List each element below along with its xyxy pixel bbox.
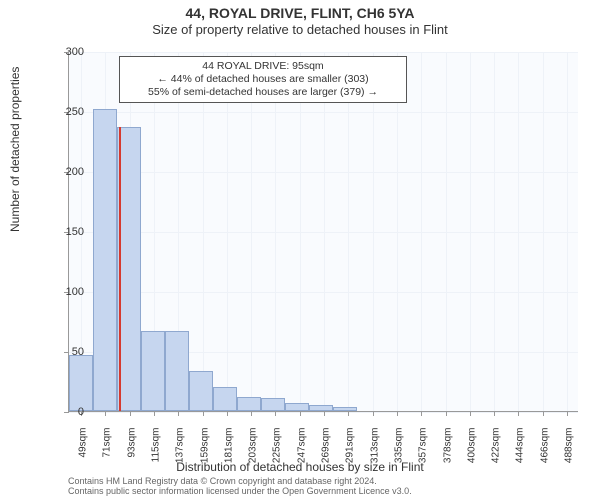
x-tick-mark [227, 411, 228, 416]
gridline-v [373, 52, 374, 411]
y-tick-label: 0 [44, 406, 84, 418]
x-tick-mark [105, 411, 106, 416]
x-tick-mark [421, 411, 422, 416]
x-tick-mark [130, 411, 131, 416]
footer-attribution: Contains HM Land Registry data © Crown c… [68, 476, 412, 497]
x-tick-mark [518, 411, 519, 416]
x-tick-mark [397, 411, 398, 416]
x-tick-mark [178, 411, 179, 416]
x-tick-mark [275, 411, 276, 416]
property-marker-line [119, 127, 121, 411]
plot-area: 44 ROYAL DRIVE: 95sqm← 44% of detached h… [68, 52, 578, 412]
gridline-v [300, 52, 301, 411]
x-tick-mark [154, 411, 155, 416]
chart-title: 44, ROYAL DRIVE, FLINT, CH6 5YA [0, 0, 600, 21]
x-tick-mark [251, 411, 252, 416]
x-tick-mark [543, 411, 544, 416]
histogram-bar [69, 355, 93, 411]
x-tick-mark [470, 411, 471, 416]
histogram-bar [285, 403, 309, 411]
x-tick-mark [567, 411, 568, 416]
x-tick-mark [300, 411, 301, 416]
histogram-bar [261, 398, 285, 411]
gridline-v [446, 52, 447, 411]
histogram-bar [333, 407, 357, 411]
gridline-v [543, 52, 544, 411]
x-tick-mark [446, 411, 447, 416]
footer-line1: Contains HM Land Registry data © Crown c… [68, 476, 412, 486]
gridline-v [324, 52, 325, 411]
gridline-v [518, 52, 519, 411]
y-tick-label: 150 [44, 226, 84, 238]
gridline-v [567, 52, 568, 411]
y-tick-label: 100 [44, 286, 84, 298]
gridline-v [227, 52, 228, 411]
gridline-v [470, 52, 471, 411]
histogram-bar [93, 109, 117, 411]
x-tick-mark [373, 411, 374, 416]
annotation-box: 44 ROYAL DRIVE: 95sqm← 44% of detached h… [119, 56, 407, 103]
y-tick-label: 50 [44, 346, 84, 358]
histogram-bar [309, 405, 333, 411]
gridline-v [348, 52, 349, 411]
x-tick-mark [324, 411, 325, 416]
y-tick-label: 200 [44, 166, 84, 178]
annotation-line1: 44 ROYAL DRIVE: 95sqm [126, 60, 400, 73]
chart-container: 44, ROYAL DRIVE, FLINT, CH6 5YA Size of … [0, 0, 600, 500]
histogram-bar [141, 331, 165, 411]
histogram-bar [237, 397, 261, 411]
gridline-v [421, 52, 422, 411]
footer-line2: Contains public sector information licen… [68, 486, 412, 496]
y-axis-label: Number of detached properties [8, 67, 22, 232]
x-tick-mark [203, 411, 204, 416]
gridline-v [275, 52, 276, 411]
histogram-bar [213, 387, 237, 411]
histogram-bar [189, 371, 213, 411]
x-axis-label: Distribution of detached houses by size … [0, 460, 600, 474]
gridline-v [494, 52, 495, 411]
y-tick-label: 300 [44, 46, 84, 58]
y-tick-label: 250 [44, 106, 84, 118]
histogram-bar [165, 331, 189, 411]
x-tick-mark [494, 411, 495, 416]
x-tick-mark [348, 411, 349, 416]
annotation-line3: 55% of semi-detached houses are larger (… [126, 86, 400, 99]
gridline-v [203, 52, 204, 411]
gridline-v [397, 52, 398, 411]
chart-subtitle: Size of property relative to detached ho… [0, 21, 600, 37]
gridline-v [251, 52, 252, 411]
plot-wrap: 44 ROYAL DRIVE: 95sqm← 44% of detached h… [68, 52, 578, 412]
annotation-line2: ← 44% of detached houses are smaller (30… [126, 73, 400, 86]
